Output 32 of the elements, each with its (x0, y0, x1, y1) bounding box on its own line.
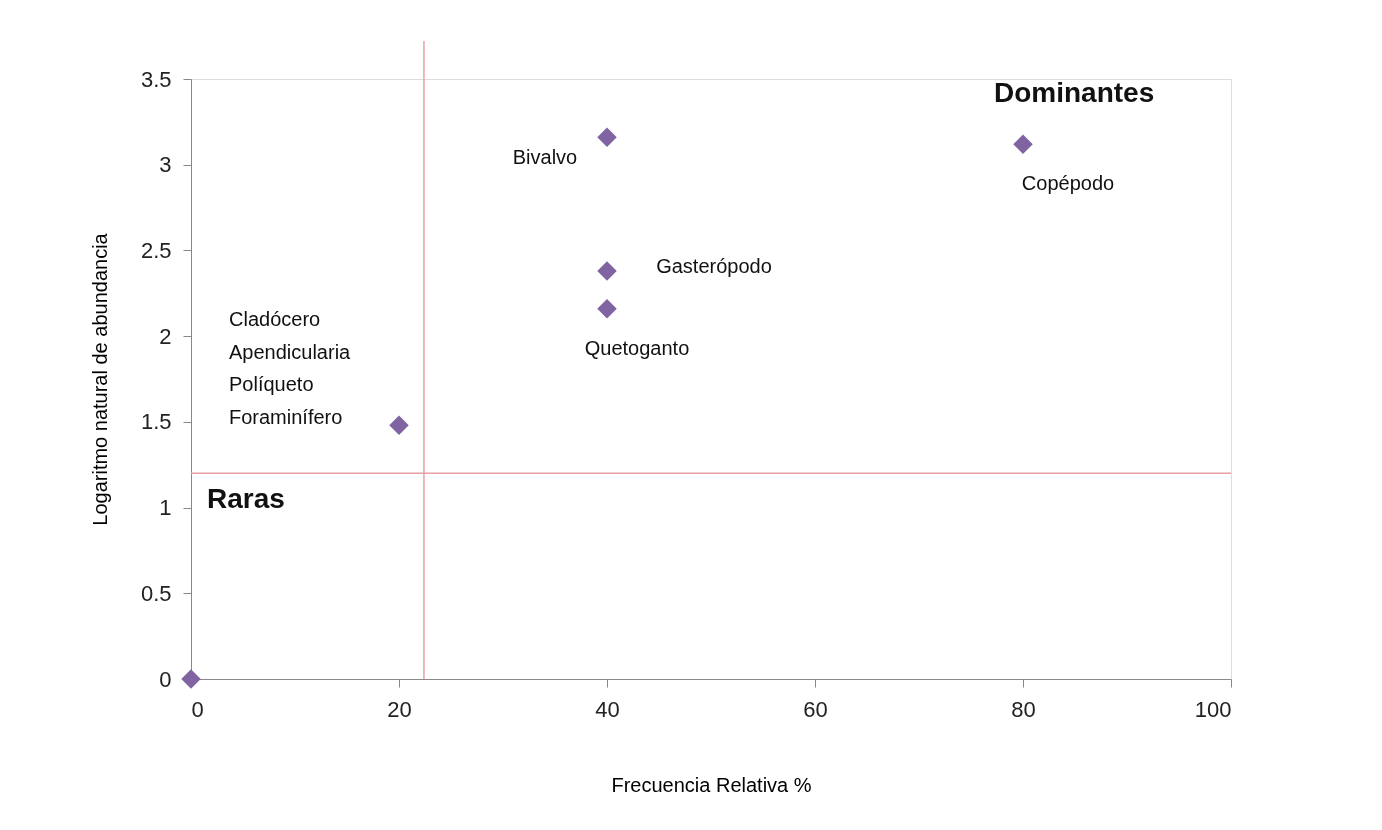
x-tick-label: 80 (1011, 696, 1036, 722)
annotation: Cladócero (229, 308, 321, 330)
y-tick-label: 1.5 (140, 409, 172, 435)
point (597, 261, 617, 281)
x-tick-label: 0 (191, 696, 204, 722)
y-tick-label: 2.5 (140, 237, 172, 263)
point (597, 298, 617, 319)
x-tick-label: 40 (595, 696, 620, 722)
y-tick-label: 1 (159, 495, 172, 521)
y-axis-title: Logaritmo natural de abundancia (88, 232, 111, 526)
annotation: Raras (207, 483, 285, 514)
annotation: Políqueto (229, 373, 314, 395)
annotation: Copépodo (1021, 172, 1115, 194)
x-tick-label: 60 (803, 696, 828, 722)
y-tick-label: 2 (159, 323, 172, 349)
x-tick-label: 100 (1194, 696, 1232, 722)
point (1013, 134, 1033, 154)
annotation: Foraminífero (229, 406, 343, 428)
annotation: Dominantes (994, 77, 1155, 108)
point (597, 127, 617, 148)
annotation: Quetoganto (584, 337, 690, 359)
y-tick-label: 0 (159, 666, 172, 692)
y-tick-label: 3 (159, 152, 172, 178)
point (181, 669, 201, 689)
y-tick-label: 3.5 (140, 66, 172, 92)
annotation: Gasterópodo (656, 255, 772, 277)
annotation: Apendicularia (229, 341, 352, 363)
y-tick-label: 0.5 (140, 580, 172, 606)
annotation: Bivalvo (512, 146, 578, 168)
x-axis-title: Frecuencia Relativa % (611, 773, 812, 796)
point (389, 415, 409, 436)
x-tick-label: 20 (387, 696, 412, 722)
